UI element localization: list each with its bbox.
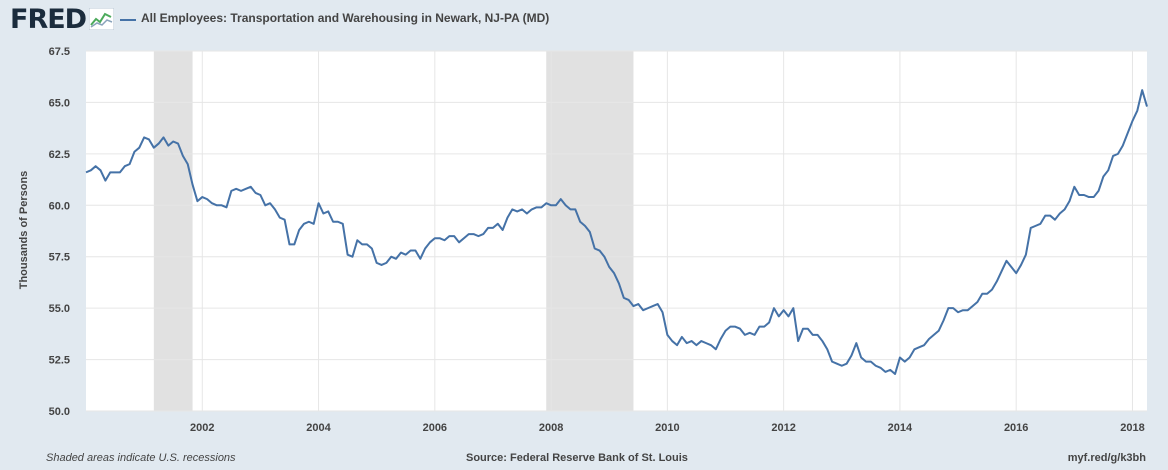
x-tick-label: 2012 <box>771 422 795 434</box>
y-axis-title: Thousands of Persons <box>18 171 30 290</box>
fred-logo[interactable]: FRED <box>10 4 87 35</box>
series-layer <box>85 89 1148 375</box>
y-tick-label: 57.5 <box>49 252 70 264</box>
source-text: Source: Federal Reserve Bank of St. Loui… <box>466 452 688 464</box>
line-graph-icon <box>89 8 114 30</box>
x-tick-label: 2014 <box>888 422 913 434</box>
grid-lines <box>86 50 1147 412</box>
y-tick-label: 52.5 <box>49 355 70 367</box>
y-tick-label: 65.0 <box>49 97 70 109</box>
y-tick-label: 50.0 <box>49 406 70 418</box>
recession-note: Shaded areas indicate U.S. recessions <box>46 452 236 464</box>
chart-header: FRED All Employees: Transportation and W… <box>0 0 1168 40</box>
y-tick-label: 67.5 <box>49 46 70 58</box>
x-tick-label: 2010 <box>655 422 679 434</box>
x-tick-label: 2006 <box>423 422 447 434</box>
series-line <box>85 89 1148 375</box>
y-tick-label: 62.5 <box>49 149 70 161</box>
x-tick-label: 2004 <box>306 422 331 434</box>
x-axis-ticks: 2002 2004 2006 2008 2010 2012 2014 2016 2018 <box>190 422 1145 434</box>
x-tick-label: 2002 <box>190 422 214 434</box>
y-tick-label: 55.0 <box>49 303 70 315</box>
x-tick-label: 2016 <box>1004 422 1028 434</box>
y-tick-label: 60.0 <box>49 200 70 212</box>
y-axis-ticks: 50.0 52.5 55.0 57.5 60.0 62.5 65.0 67.5 <box>49 46 70 418</box>
x-tick-label: 2008 <box>539 422 563 434</box>
x-tick-label: 2018 <box>1120 422 1144 434</box>
legend-line-swatch <box>120 19 136 21</box>
short-link[interactable]: myf.red/g/k3bh <box>1067 452 1146 464</box>
recession-band <box>153 51 193 411</box>
legend-series-title: All Employees: Transportation and Wareho… <box>141 11 550 25</box>
